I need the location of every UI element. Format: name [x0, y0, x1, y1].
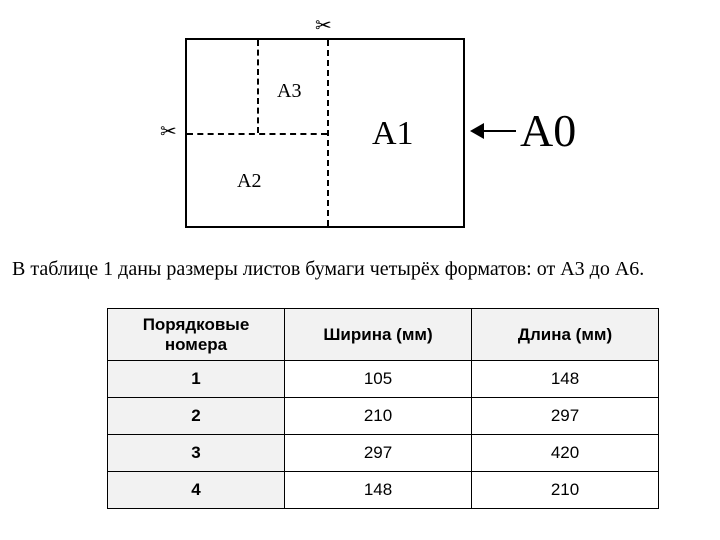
vertical-cut-dash: [327, 40, 329, 226]
cell-index: 2: [108, 398, 285, 435]
page-root: ✂ ✂ A3 A2 A1 A0 В таблице 1 даны размеры…: [0, 0, 720, 540]
cell-index: 1: [108, 361, 285, 398]
label-a1: A1: [372, 115, 414, 153]
header-index: Порядковые номера: [108, 309, 285, 361]
caption-text: В таблице 1 даны размеры листов бумаги ч…: [12, 258, 712, 281]
horizontal-cut-dash: [187, 133, 327, 135]
cell-width: 210: [285, 398, 472, 435]
cell-width: 148: [285, 472, 472, 509]
cell-length: 210: [472, 472, 659, 509]
paper-sizes-table: Порядковые номера Ширина (мм) Длина (мм)…: [107, 308, 659, 509]
table-header-row: Порядковые номера Ширина (мм) Длина (мм): [108, 309, 659, 361]
table-row: 1 105 148: [108, 361, 659, 398]
cell-length: 420: [472, 435, 659, 472]
header-width: Ширина (мм): [285, 309, 472, 361]
cell-length: 297: [472, 398, 659, 435]
scissors-left-icon: ✂: [160, 122, 177, 142]
label-a0: A0: [520, 104, 576, 157]
header-length: Длина (мм): [472, 309, 659, 361]
cell-width: 297: [285, 435, 472, 472]
scissors-top-icon: ✂: [315, 16, 332, 36]
cell-index: 3: [108, 435, 285, 472]
vertical-cut-dash-short: [257, 40, 259, 133]
table-row: 4 148 210: [108, 472, 659, 509]
label-a2: A2: [237, 170, 261, 193]
cell-index: 4: [108, 472, 285, 509]
label-a3: A3: [277, 80, 301, 103]
cell-length: 148: [472, 361, 659, 398]
cell-width: 105: [285, 361, 472, 398]
paper-diagram: ✂ ✂ A3 A2 A1 A0: [160, 22, 580, 232]
table-row: 3 297 420: [108, 435, 659, 472]
table-row: 2 210 297: [108, 398, 659, 435]
arrow-icon: [472, 130, 516, 132]
a0-rectangle: A3 A2 A1: [185, 38, 465, 228]
